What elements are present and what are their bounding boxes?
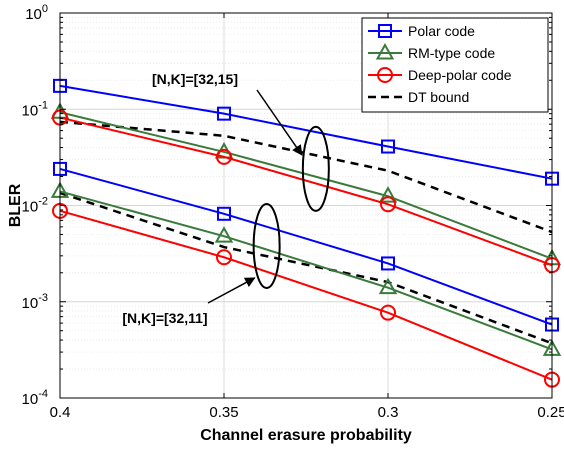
series-line-deep-polar-code-group1	[59, 116, 553, 267]
data-point-deep-polar-code	[216, 148, 232, 165]
series-lines	[59, 120, 553, 345]
annotation-arrow-lower	[207, 277, 256, 304]
legend-marker	[375, 42, 395, 60]
legend-entry-label: DT bound	[408, 89, 469, 105]
x-tick-label: 0.35	[209, 404, 238, 421]
data-point-rm-type-code	[214, 226, 234, 243]
x-tick-label: 0.25	[537, 404, 564, 421]
series-line-polar-code-group1	[59, 84, 553, 180]
y-tick-label: 10-3	[22, 292, 48, 312]
data-point-rm-type-code	[378, 186, 398, 203]
legend-entry-label: Deep-polar code	[408, 67, 512, 83]
legend-entry-label: Polar code	[408, 23, 475, 39]
group-label-upper: [N,K]=[32,15]	[152, 71, 238, 87]
group-ellipse-upper	[301, 125, 330, 212]
y-tick-label: 10-4	[22, 388, 48, 408]
data-point-polar-code	[217, 106, 231, 121]
data-point-polar-code	[217, 206, 231, 221]
axis-ticks: 0.4 0.35 0.3 0.25 10-4 10-3 10-2 10-1 100	[22, 3, 564, 421]
series-line-rm-type-code-group1	[59, 111, 553, 260]
data-point-polar-code	[381, 256, 395, 271]
series-line-dt-bound-group2	[59, 191, 553, 345]
group-label-lower: [N,K]=[32,11]	[122, 310, 207, 326]
annotations: [N,K]=[32,15] [N,K]=[32,11]	[122, 71, 330, 326]
data-point-deep-polar-code	[216, 249, 232, 266]
x-axis-label: Channel erasure probability	[200, 427, 412, 444]
series-markers	[50, 78, 562, 388]
legend: Polar code RM-type code Deep-polar code DT …	[361, 17, 549, 113]
legend-entry-label: RM-type code	[408, 45, 495, 61]
data-point-polar-code	[381, 139, 395, 154]
series-line-rm-type-code-group2	[59, 190, 553, 351]
series-line-polar-code-group2	[59, 167, 553, 326]
legend-box	[361, 17, 549, 113]
legend-marker	[378, 24, 392, 38]
x-tick-label: 0.4	[50, 404, 71, 421]
data-point-deep-polar-code	[380, 304, 396, 321]
legend-marker	[377, 67, 393, 83]
y-axis-label: BLER	[7, 183, 24, 227]
data-point-rm-type-code	[378, 277, 398, 295]
data-point-deep-polar-code	[380, 196, 396, 213]
y-tick-label: 10-2	[22, 196, 48, 216]
series-line-deep-polar-code-group2	[59, 209, 553, 381]
y-tick-label: 100	[25, 3, 48, 23]
group-ellipse-lower	[252, 202, 281, 289]
y-tick-label: 10-1	[22, 99, 48, 119]
annotation-arrow-upper	[256, 89, 303, 156]
x-tick-label: 0.3	[378, 404, 399, 421]
